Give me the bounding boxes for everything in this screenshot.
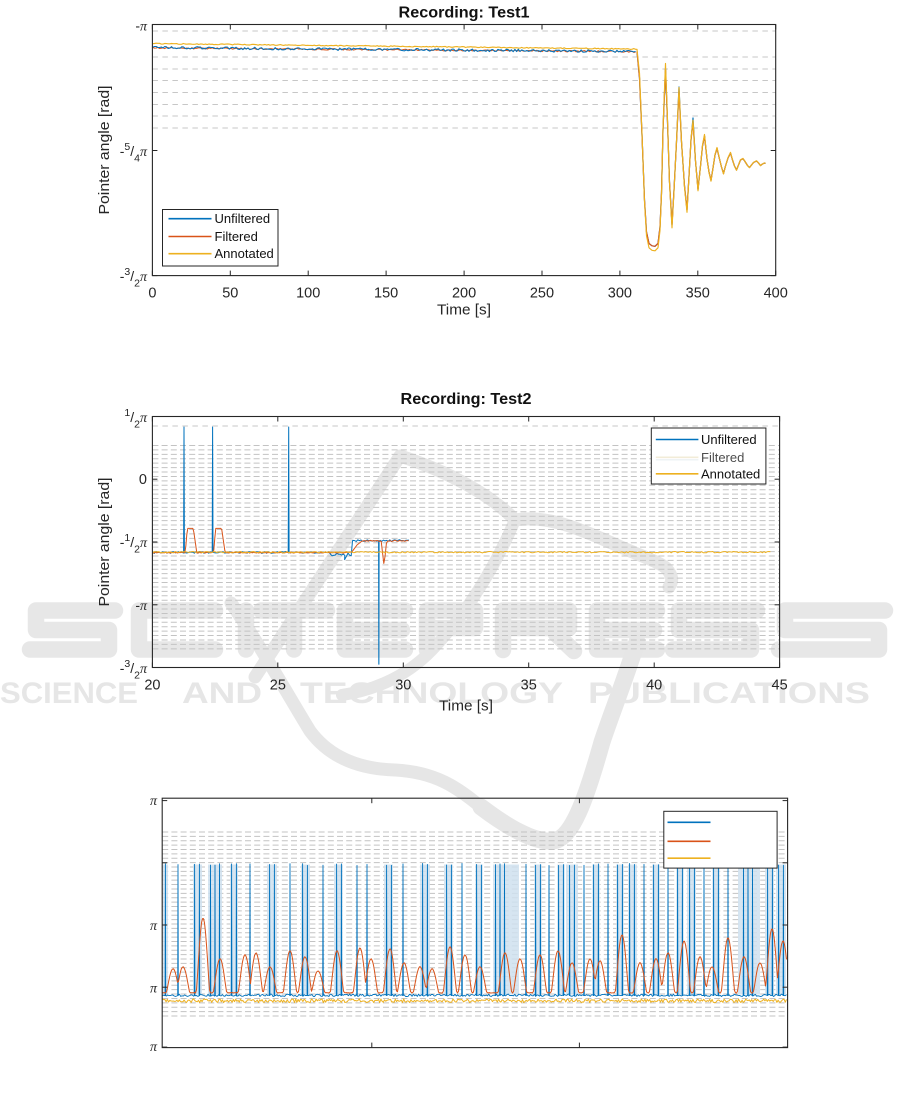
- svg-text:0: 0: [148, 286, 156, 302]
- svg-text:45: 45: [772, 678, 788, 694]
- svg-text:250: 250: [530, 286, 554, 302]
- svg-text:-5/4π: -5/4π: [120, 141, 148, 165]
- svg-text:Annotated: Annotated: [215, 246, 274, 261]
- svg-text:Unfiltered: Unfiltered: [701, 432, 757, 447]
- svg-text:400: 400: [764, 286, 788, 302]
- svg-text:350: 350: [686, 286, 710, 302]
- svg-text:-π: -π: [135, 597, 148, 614]
- svg-text:50: 50: [222, 286, 238, 302]
- svg-text:150: 150: [374, 286, 398, 302]
- svg-text:-π: -π: [135, 18, 148, 35]
- svg-text:Time [s]: Time [s]: [437, 302, 491, 319]
- svg-text:π: π: [150, 981, 158, 996]
- svg-text:-3/2π: -3/2π: [120, 266, 148, 290]
- svg-text:25: 25: [270, 678, 286, 694]
- svg-text:π: π: [150, 794, 158, 809]
- svg-text:π: π: [150, 919, 158, 934]
- svg-text:Recording: Test1: Recording: Test1: [399, 5, 530, 22]
- svg-text:0: 0: [139, 472, 147, 488]
- svg-text:Pointer angle [rad]: Pointer angle [rad]: [96, 478, 113, 607]
- svg-text:20: 20: [144, 678, 160, 694]
- svg-text:Recording: Test2: Recording: Test2: [401, 391, 532, 408]
- svg-text:SCIENCE: SCIENCE: [0, 677, 138, 710]
- svg-text:35: 35: [521, 678, 537, 694]
- svg-text:40: 40: [646, 678, 662, 694]
- svg-text:Time [s]: Time [s]: [439, 698, 493, 715]
- svg-text:Pointer angle [rad]: Pointer angle [rad]: [96, 86, 113, 215]
- svg-text:-3/2π: -3/2π: [120, 658, 148, 682]
- svg-text:Filtered: Filtered: [701, 450, 744, 465]
- svg-text:Unfiltered: Unfiltered: [215, 211, 271, 226]
- svg-text:200: 200: [452, 286, 476, 302]
- svg-text:Annotated: Annotated: [701, 466, 760, 481]
- svg-text:AND: AND: [182, 677, 262, 710]
- svg-text:Filtered: Filtered: [215, 229, 258, 244]
- svg-text:PUBLICATIONS: PUBLICATIONS: [588, 677, 870, 710]
- svg-text:1/2π: 1/2π: [124, 407, 148, 431]
- svg-text:100: 100: [296, 286, 320, 302]
- svg-text:-1/2π: -1/2π: [120, 532, 148, 556]
- svg-text:30: 30: [395, 678, 411, 694]
- svg-text:300: 300: [608, 286, 632, 302]
- svg-text:π: π: [150, 1040, 158, 1055]
